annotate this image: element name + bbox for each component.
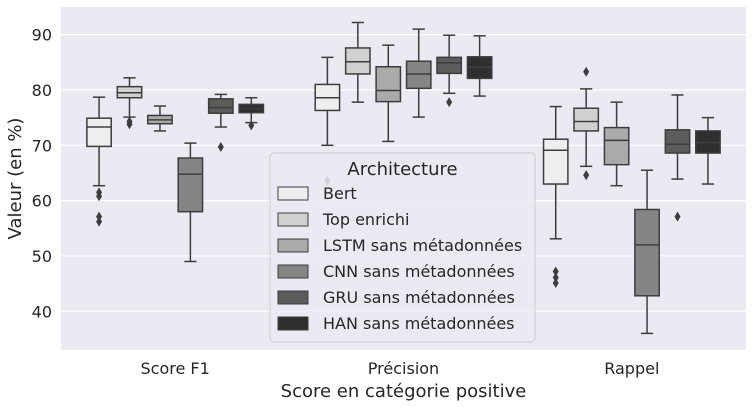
y-tick-label: 90 (32, 26, 52, 45)
legend-swatch (277, 238, 309, 253)
box-iqr (436, 56, 463, 75)
box-iqr (86, 117, 112, 148)
legend-swatch (277, 212, 309, 227)
y-ticks: 40 50 60 70 80 90 (32, 26, 52, 322)
x-tick-label: Rappel (604, 359, 659, 378)
x-tick-label: Score F1 (141, 359, 210, 378)
y-tick-label: 40 (32, 302, 52, 321)
box-5-1 (466, 35, 493, 97)
box-0-0 (86, 96, 112, 227)
box-4-2 (664, 94, 691, 222)
box-1-2 (573, 66, 600, 181)
y-tick-label: 50 (32, 247, 52, 266)
box-iqr (405, 60, 432, 90)
box-iqr (542, 138, 569, 185)
box-2-1 (375, 44, 402, 143)
box-0-2 (542, 105, 569, 289)
box-5-0 (238, 96, 265, 131)
box-2-0 (147, 105, 173, 132)
box-2-2 (603, 101, 630, 187)
box-3-2 (634, 169, 660, 335)
legend-entry: Top enrichi (322, 210, 409, 229)
boxes (86, 21, 721, 335)
outlier-point (446, 97, 453, 108)
box-4-0 (207, 93, 234, 152)
box-3-1 (405, 28, 432, 118)
box-3-0 (177, 142, 204, 263)
box-iqr (573, 107, 600, 132)
legend-entry: GRU sans métadonnées (323, 288, 515, 307)
outlier-point (96, 191, 103, 202)
box-1-0 (116, 77, 143, 130)
box-iqr (603, 126, 630, 166)
legend: Architecture Bert Top enrichi LSTM sans mé… (269, 152, 536, 343)
outlier-point (583, 66, 590, 77)
y-tick-label: 60 (32, 192, 52, 211)
x-tick-label: Précision (368, 359, 439, 378)
outlier-point (552, 272, 559, 283)
outlier-point (674, 211, 681, 222)
y-tick-label: 70 (32, 136, 52, 155)
y-tick-label: 80 (32, 81, 52, 100)
box-4-1 (436, 34, 463, 108)
box-iqr (344, 47, 371, 75)
outlier-point (248, 120, 255, 131)
legend-swatch (277, 264, 309, 279)
legend-swatch (277, 186, 309, 201)
x-axis-label: Score en catégorie positive (281, 381, 527, 402)
outlier-point (126, 119, 133, 130)
outlier-point (552, 266, 559, 277)
y-axis-label: Valeur (en %) (5, 118, 26, 240)
box-iqr (177, 157, 204, 213)
outlier-point (96, 216, 103, 227)
box-0-1 (314, 56, 341, 186)
legend-entry: LSTM sans métadonnées (323, 236, 522, 255)
outlier-point (552, 278, 559, 289)
outlier-point (217, 141, 224, 152)
x-ticks: Score F1 Précision Rappel (141, 359, 660, 378)
box-5-2 (695, 116, 721, 185)
legend-entry: HAN sans métadonnées (323, 314, 515, 333)
outlier-point (583, 170, 590, 181)
legend-title: Architecture (347, 159, 457, 180)
legend-entry: CNN sans métadonnées (323, 262, 515, 281)
legend-swatch (277, 316, 309, 331)
box-iqr (207, 98, 234, 114)
box-1-1 (344, 21, 371, 103)
box-iqr (634, 208, 660, 297)
legend-swatch (277, 290, 309, 305)
box-iqr (664, 129, 691, 154)
legend-entry: Bert (323, 184, 357, 203)
box-iqr (375, 65, 402, 103)
legend-box (269, 152, 536, 343)
